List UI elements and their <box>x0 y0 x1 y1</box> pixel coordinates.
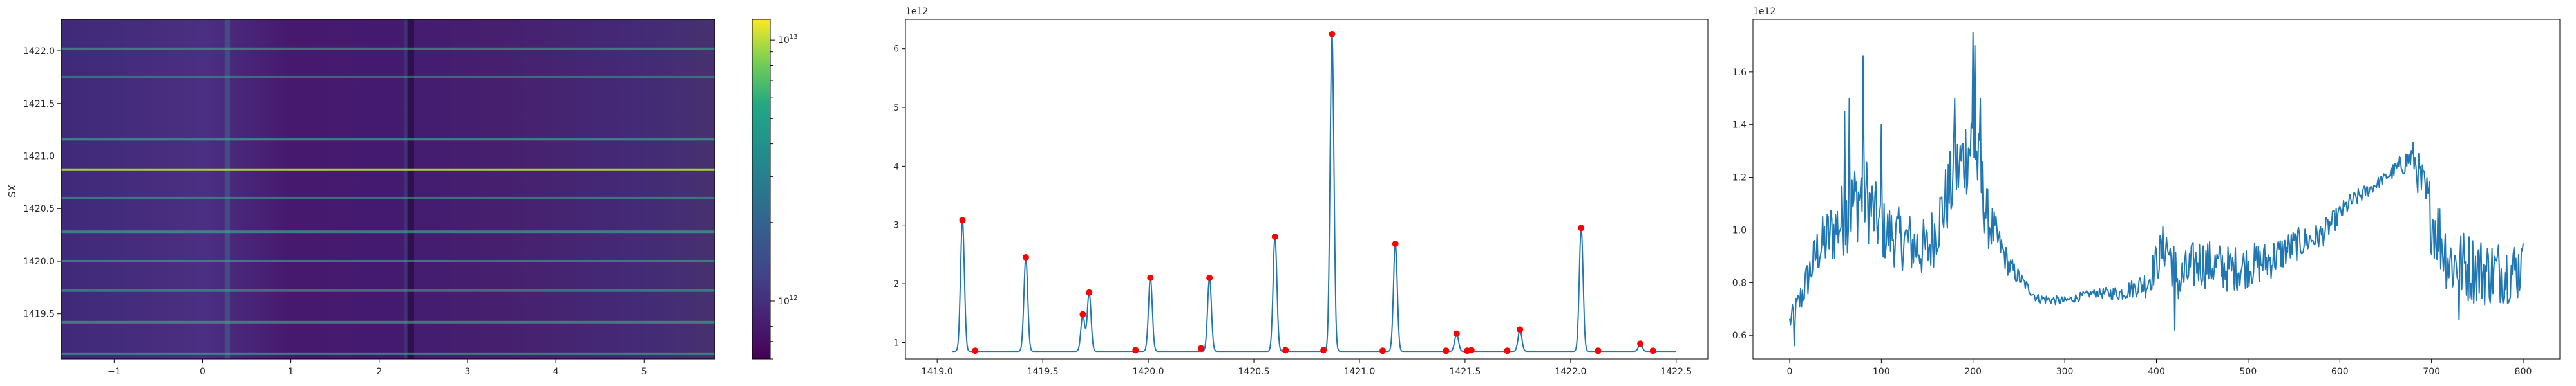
heatmap-ytick-label: 1420.5 <box>23 204 55 214</box>
peak-marker <box>1443 347 1450 354</box>
peak-marker <box>972 347 979 354</box>
peaks-xtick-label: 1419.0 <box>922 367 953 377</box>
peaks-ytick-label: 6 <box>893 44 899 55</box>
heatmap-ytick-label: 1420.0 <box>23 257 55 267</box>
peak-marker <box>1198 345 1205 352</box>
series-ytick-label: 0.8 <box>1732 278 1747 288</box>
heatmap-vertical-band <box>408 19 414 359</box>
peaks-xtick-label: 1419.5 <box>1027 367 1059 377</box>
peak-marker <box>1578 225 1585 232</box>
heatmap-horizontal-band <box>61 168 715 171</box>
series-offset-label: 1e12 <box>1753 6 1776 17</box>
heatmap-horizontal-band <box>61 138 715 141</box>
heatmap-panel: −1 0 1 2 3 4 5 1419.5 1420.0 1420.5 1421.0 1421.5 1… <box>6 19 715 377</box>
heatmap-horizontal-band <box>61 75 715 78</box>
heatmap-vertical-band <box>224 19 230 359</box>
peaks-xtick-label: 1420.5 <box>1238 367 1270 377</box>
peak-marker <box>1271 233 1278 240</box>
series-ytick-label: 1.0 <box>1732 225 1747 235</box>
peak-marker <box>1637 340 1644 347</box>
peak-marker <box>1132 347 1139 354</box>
heatmap-horizontal-band <box>61 289 715 292</box>
series-xtick-label: 400 <box>2148 367 2165 377</box>
heatmap-xtick-label: 0 <box>200 367 205 377</box>
peak-marker <box>1079 311 1086 318</box>
series-ytick-label: 0.6 <box>1732 331 1747 341</box>
peaks-xtick-label: 1421.0 <box>1343 367 1375 377</box>
heatmap-vertical-band <box>404 19 407 359</box>
peaks-xtick-label: 1422.0 <box>1555 367 1586 377</box>
series-xtick-label: 600 <box>2331 367 2349 377</box>
peaks-series-line <box>952 33 1676 353</box>
heatmap-xtick-label: −1 <box>108 367 121 377</box>
heatmap-horizontal-band <box>61 196 715 199</box>
peak-marker <box>1206 274 1213 281</box>
series-xtick-label: 300 <box>2056 367 2074 377</box>
series-xtick-label: 800 <box>2515 367 2532 377</box>
heatmap-xtick-label: 3 <box>464 367 470 377</box>
heatmap-frame <box>61 19 715 360</box>
heatmap-horizontal-band <box>61 352 715 355</box>
peaks-offset-label: 1e12 <box>905 6 928 17</box>
heatmap-ylabel: SX <box>6 185 18 198</box>
heatmap-image <box>61 19 715 359</box>
heatmap-xtick-label: 4 <box>553 367 559 377</box>
peak-marker <box>1320 347 1327 354</box>
peak-marker <box>1379 347 1387 354</box>
heatmap-ytick-label: 1422.0 <box>23 46 55 57</box>
peaks-line-panel: 1419.0 1419.5 1420.0 1420.5 1421.0 1421.5 1422… <box>893 6 1709 377</box>
peak-marker <box>1595 347 1602 354</box>
colorbar: 1012 1013 <box>752 19 798 360</box>
peak-marker <box>1504 347 1511 354</box>
peak-marker <box>1517 326 1524 333</box>
series-line-panel: 0 100 200 300 400 500 600 700 800 0.6 0.8 1.0 1.2 1.… <box>1732 6 2561 377</box>
heatmap-horizontal-band <box>61 320 715 324</box>
series-xtick-label: 700 <box>2423 367 2440 377</box>
peak-marker <box>959 217 966 224</box>
series-xtick-label: 200 <box>1964 367 1982 377</box>
peaks-xtick-label: 1422.5 <box>1660 367 1692 377</box>
colorbar-gradient <box>752 19 771 360</box>
series-xtick-label: 500 <box>2240 367 2257 377</box>
peaks-ytick-label: 1 <box>893 338 899 348</box>
peak-marker <box>1282 347 1289 354</box>
colorbar-tick-label: 1013 <box>778 33 798 46</box>
series-xtick-label: 100 <box>1873 367 1890 377</box>
peak-marker <box>1649 347 1656 354</box>
heatmap-horizontal-band <box>61 259 715 262</box>
heatmap-horizontal-band <box>61 230 715 234</box>
peaks-ytick-label: 2 <box>893 279 899 290</box>
heatmap-xtick-label: 2 <box>376 367 382 377</box>
colorbar-tick-label: 1012 <box>778 295 798 307</box>
series-ytick-label: 1.2 <box>1732 173 1747 183</box>
heatmap-xtick-label: 1 <box>288 367 294 377</box>
series-xtick-label: 0 <box>1786 367 1792 377</box>
peak-marker <box>1392 240 1399 247</box>
peak-marker <box>1453 330 1460 337</box>
series-ytick-label: 1.6 <box>1732 68 1747 78</box>
peaks-xtick-label: 1421.5 <box>1449 367 1481 377</box>
series-plot-frame <box>1752 19 2561 360</box>
peaks-ytick-label: 5 <box>893 103 899 113</box>
heatmap-ytick-label: 1421.5 <box>23 99 55 109</box>
peaks-xtick-label: 1420.0 <box>1133 367 1164 377</box>
heatmap-xtick-label: 5 <box>641 367 647 377</box>
peak-marker <box>1086 289 1093 296</box>
series-ytick-label: 1.4 <box>1732 120 1747 131</box>
heatmap-ytick-label: 1421.0 <box>23 152 55 162</box>
series-line <box>1789 32 2524 347</box>
peak-marker <box>1329 30 1336 37</box>
heatmap-ytick-label: 1419.5 <box>23 309 55 320</box>
peaks-ytick-label: 3 <box>893 221 899 231</box>
peak-marker <box>1022 253 1029 261</box>
peak-marker <box>1147 274 1154 281</box>
peaks-ytick-label: 4 <box>893 161 899 172</box>
peaks-plot-frame <box>905 19 1709 360</box>
heatmap-horizontal-band <box>61 47 715 50</box>
peak-marker <box>1468 347 1475 354</box>
